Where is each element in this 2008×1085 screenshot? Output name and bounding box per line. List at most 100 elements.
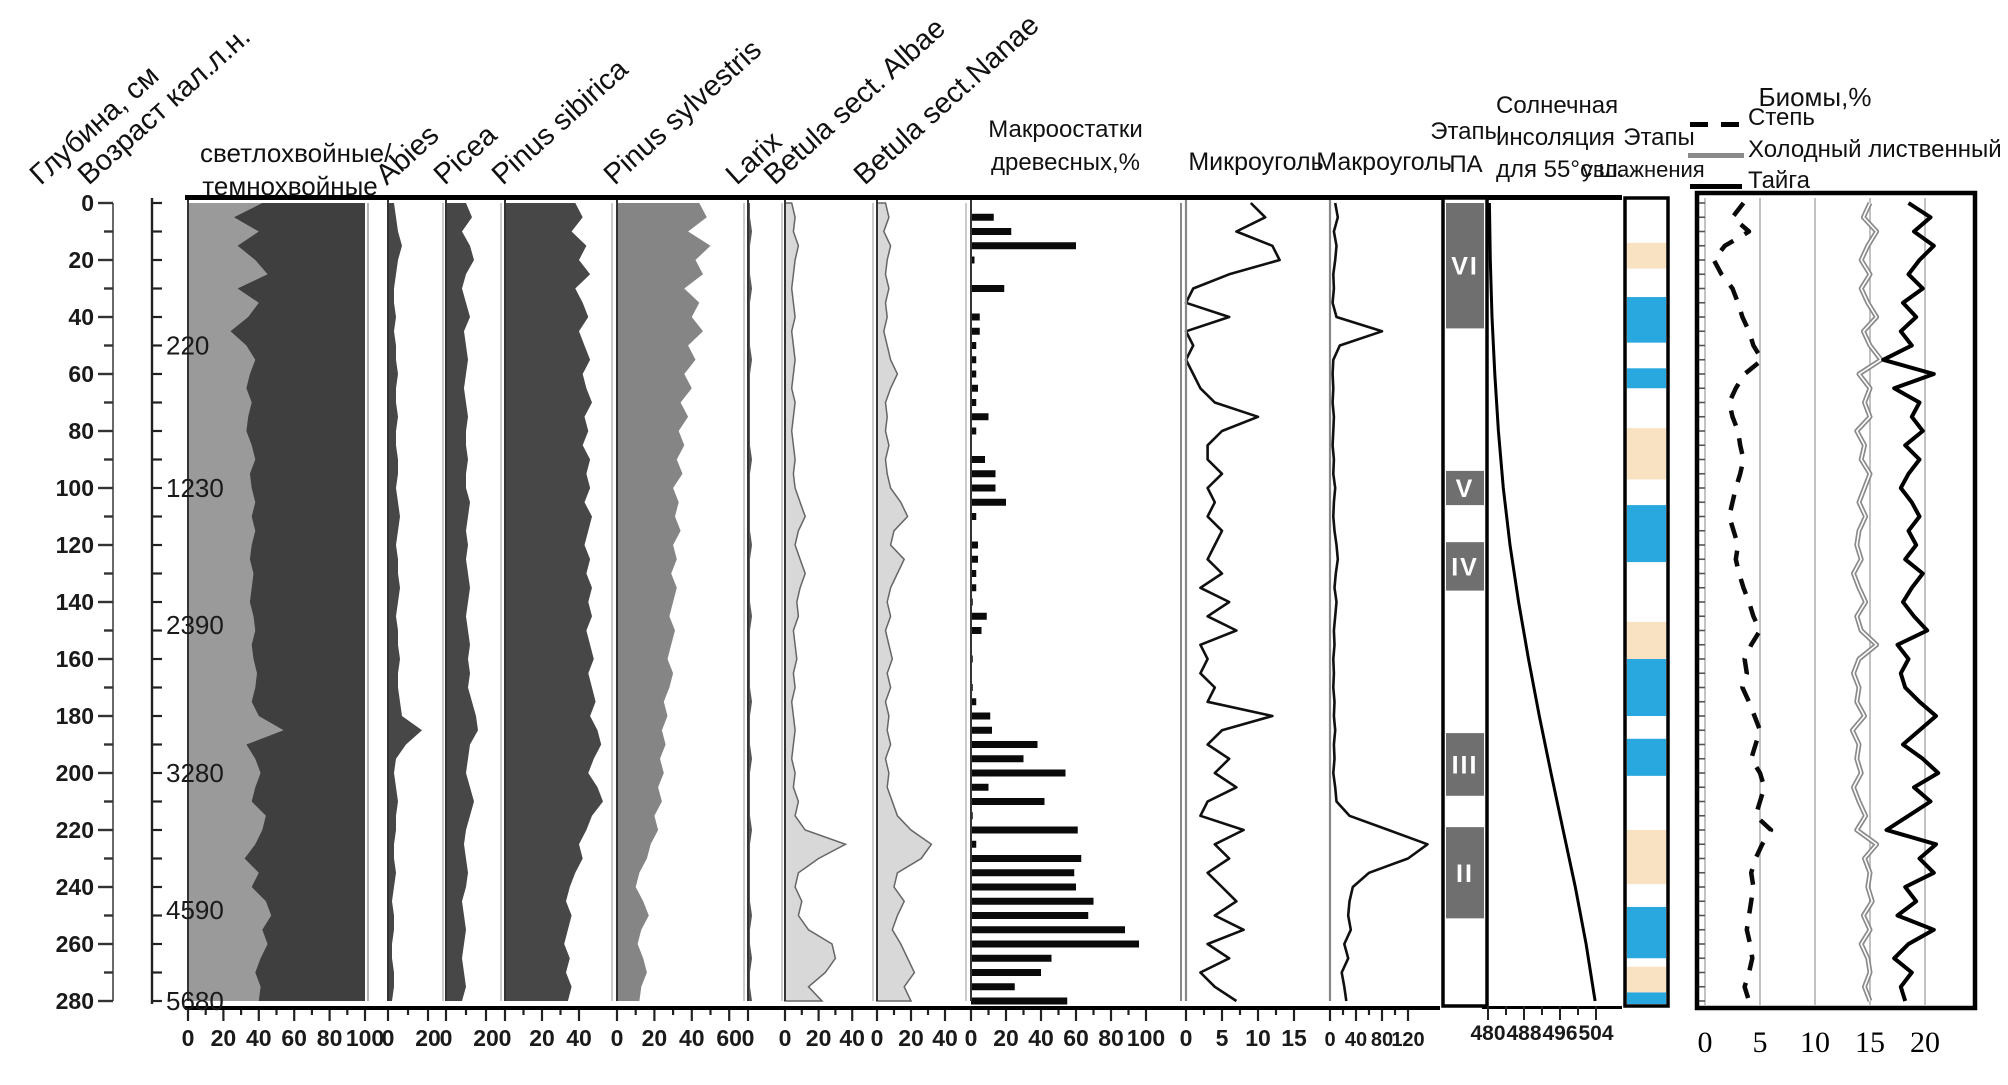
- svg-text:20: 20: [1910, 1026, 1940, 1059]
- svg-text:0: 0: [440, 1025, 453, 1051]
- panel-bars: 0 20 40 60 80 100: [965, 200, 1182, 1051]
- svg-text:II: II: [1456, 860, 1474, 888]
- svg-text:20: 20: [211, 1025, 237, 1051]
- svg-text:40: 40: [1028, 1025, 1054, 1051]
- svg-text:488: 488: [1506, 1022, 1541, 1045]
- svg-text:40: 40: [246, 1025, 272, 1051]
- svg-text:V: V: [1456, 475, 1475, 503]
- svg-text:220: 220: [166, 331, 209, 361]
- svg-text:0: 0: [1324, 1029, 1335, 1051]
- header-macro-remains-line1: Макроостатки: [988, 116, 1143, 143]
- svg-text:2390: 2390: [166, 610, 224, 640]
- legend-forest-line-icon: [1688, 153, 1744, 158]
- svg-text:20: 20: [68, 247, 94, 273]
- insolation-panel: 480 488 496 504: [1470, 202, 1622, 1045]
- header-conifer-line2: темнохвойные: [202, 171, 378, 201]
- svg-text:40: 40: [566, 1025, 592, 1051]
- legend-taiga-line-icon: [1690, 184, 1742, 189]
- panel-albae: 0 20 40: [779, 200, 874, 1051]
- header-insolation-line3: для 55°с.ш.: [1496, 156, 1625, 183]
- svg-text:60: 60: [281, 1025, 307, 1051]
- legend-forest-label: Холодный лиственный лес: [1748, 136, 2008, 163]
- svg-text:4590: 4590: [166, 895, 224, 925]
- svg-text:480: 480: [1470, 1022, 1505, 1045]
- svg-text:220: 220: [56, 817, 94, 843]
- svg-text:0: 0: [611, 1025, 624, 1051]
- svg-text:III: III: [1452, 751, 1479, 779]
- svg-text:0: 0: [1698, 1026, 1713, 1059]
- svg-text:160: 160: [56, 646, 94, 672]
- svg-text:60: 60: [1063, 1025, 1089, 1051]
- svg-text:15: 15: [1855, 1026, 1885, 1059]
- svg-text:140: 140: [56, 589, 94, 615]
- svg-text:60: 60: [68, 361, 94, 387]
- moisture-column: [1623, 196, 1670, 1008]
- legend-steppe-label: Степь: [1748, 104, 1815, 131]
- svg-text:0: 0: [81, 190, 94, 216]
- panel-conifer: 0 20 40 60 80 100: [182, 200, 384, 1051]
- svg-text:0: 0: [499, 1025, 512, 1051]
- svg-text:20: 20: [529, 1025, 555, 1051]
- svg-text:3280: 3280: [166, 758, 224, 788]
- svg-text:40: 40: [932, 1025, 958, 1051]
- svg-text:0: 0: [182, 1025, 195, 1051]
- legend-steppe-line-icon: [1690, 122, 1742, 127]
- header-insolation-line1: Солнечная: [1496, 92, 1619, 119]
- header-moisture-line2: увлажнения: [1582, 157, 1705, 182]
- svg-text:80: 80: [1098, 1025, 1124, 1051]
- svg-text:40: 40: [839, 1025, 865, 1051]
- svg-text:1230: 1230: [166, 473, 224, 503]
- svg-text:0: 0: [382, 1025, 395, 1051]
- svg-text:40: 40: [68, 304, 94, 330]
- svg-text:280: 280: [56, 988, 94, 1014]
- header-conifer-line1: светлохвойные/: [200, 138, 392, 168]
- svg-text:120: 120: [1391, 1029, 1424, 1051]
- frame-lines: [185, 195, 1622, 1010]
- svg-text:20: 20: [993, 1025, 1019, 1051]
- svg-text:5: 5: [1753, 1026, 1768, 1059]
- panel-sylvestris: 0 20 40 60: [611, 200, 745, 1051]
- panel-picea: 0 20: [440, 200, 502, 1051]
- svg-text:0: 0: [1180, 1025, 1193, 1051]
- svg-text:20: 20: [898, 1025, 924, 1051]
- svg-text:100: 100: [56, 475, 94, 501]
- header-microcharcoal: Микроуголь: [1188, 148, 1324, 176]
- svg-text:20: 20: [806, 1025, 832, 1051]
- svg-text:120: 120: [56, 532, 94, 558]
- age-axis: 220 1230 2390 3280 4590 5680: [150, 198, 224, 1016]
- svg-text:5680: 5680: [166, 986, 224, 1016]
- header-macro-remains-line2: древесных,%: [990, 149, 1141, 176]
- depth-axis: 0 20 40 60 80 100 120 140 160 180 200 220 240 260 280: [56, 190, 114, 1014]
- svg-text:80: 80: [68, 418, 94, 444]
- svg-text:0: 0: [965, 1025, 978, 1051]
- panel-micro: 0 5 10 15: [1180, 200, 1307, 1051]
- panel-abies: 0 20: [382, 200, 444, 1051]
- svg-text:180: 180: [56, 703, 94, 729]
- svg-text:0: 0: [871, 1025, 884, 1051]
- svg-text:496: 496: [1542, 1022, 1577, 1045]
- header-stages-pa-line1: Этапы: [1430, 118, 1502, 145]
- svg-text:0: 0: [742, 1025, 755, 1051]
- svg-text:5: 5: [1216, 1025, 1229, 1051]
- svg-text:60: 60: [716, 1025, 742, 1051]
- svg-text:240: 240: [56, 874, 94, 900]
- svg-text:10: 10: [1245, 1025, 1271, 1051]
- header-moisture-line1: Этапы: [1623, 124, 1695, 151]
- panel-nanae: 0 20 40: [871, 200, 967, 1051]
- header-stages-pa-line2: ПА: [1449, 151, 1483, 178]
- svg-text:100: 100: [346, 1025, 384, 1051]
- svg-text:10: 10: [1800, 1026, 1830, 1059]
- svg-text:VI: VI: [1451, 253, 1479, 281]
- svg-text:100: 100: [1127, 1025, 1165, 1051]
- svg-text:0: 0: [779, 1025, 792, 1051]
- svg-text:15: 15: [1281, 1025, 1307, 1051]
- panel-larix: 0: [742, 200, 783, 1051]
- panel-sibirica: 0 20 40: [499, 200, 613, 1051]
- header-insolation-line2: инсоляция: [1496, 124, 1615, 151]
- svg-text:40: 40: [1345, 1029, 1367, 1051]
- svg-text:20: 20: [642, 1025, 668, 1051]
